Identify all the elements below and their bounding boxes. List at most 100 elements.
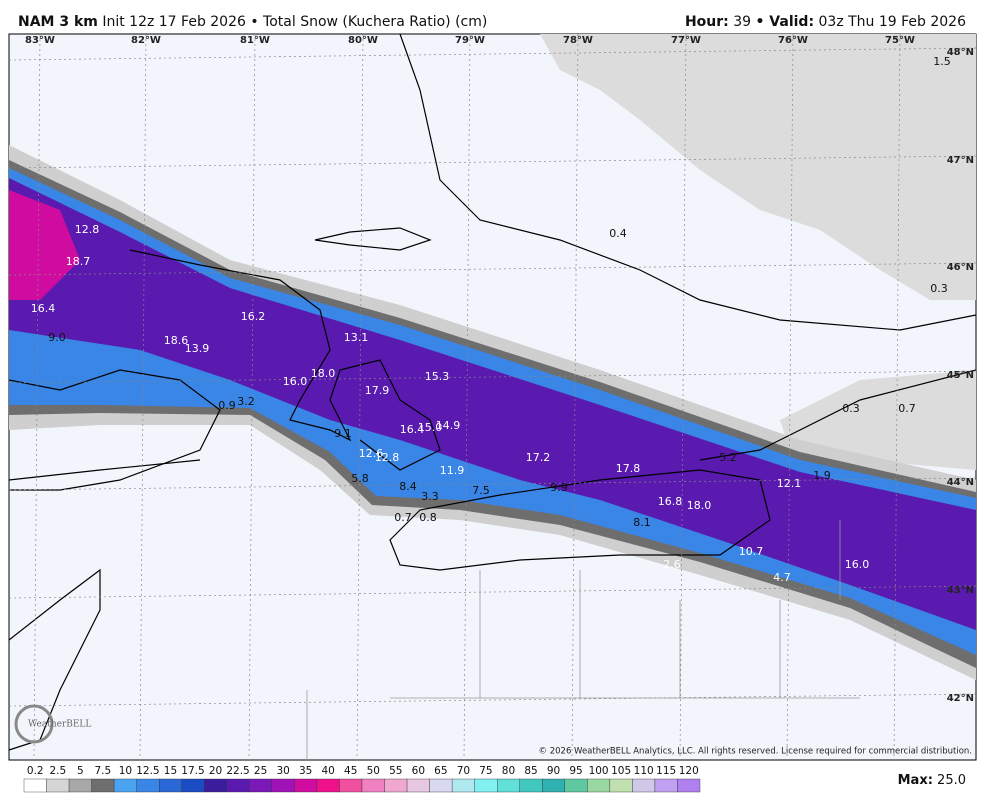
point-value: 0.3 bbox=[842, 402, 860, 415]
meridian bbox=[786, 33, 794, 761]
parallel bbox=[8, 262, 977, 276]
point-value: 8.4 bbox=[399, 480, 417, 493]
meridian bbox=[33, 33, 41, 761]
point-value: 8.1 bbox=[633, 516, 651, 529]
copyright: © 2026 WeatherBELL Analytics, LLC. All r… bbox=[539, 747, 972, 757]
colorbar-swatch bbox=[339, 778, 363, 793]
point-value: 12.8 bbox=[75, 223, 100, 236]
point-value: 9.0 bbox=[48, 331, 66, 344]
point-value: 14.9 bbox=[436, 419, 461, 432]
latitude-label: 48°N bbox=[947, 47, 974, 58]
colorbar-tick-label: 90 bbox=[547, 765, 560, 777]
hour: 39 bbox=[733, 14, 751, 30]
point-value: 9.1 bbox=[334, 427, 352, 440]
point-value: 17.2 bbox=[526, 451, 551, 464]
point-value: 15.0 bbox=[418, 421, 443, 434]
colorbar-swatch bbox=[654, 778, 678, 793]
header-valid: Hour: 39 • Valid: 03z Thu 19 Feb 2026 bbox=[685, 14, 966, 30]
point-value: 17.8 bbox=[616, 462, 641, 475]
valid-label: • Valid: bbox=[755, 14, 814, 30]
point-value: 15.3 bbox=[425, 370, 450, 383]
max-label: Max: 25.0 bbox=[898, 773, 966, 788]
colorbar-swatch bbox=[677, 778, 701, 793]
colorbar-swatch bbox=[451, 778, 475, 793]
colorbar-tick-label: 25 bbox=[254, 765, 267, 777]
latitude-label: 46°N bbox=[947, 262, 974, 273]
meridian bbox=[893, 33, 901, 761]
point-value: 16.0 bbox=[283, 375, 308, 388]
point-value: 16.4 bbox=[400, 423, 425, 436]
valid-time: 03z Thu 19 Feb 2026 bbox=[819, 14, 967, 30]
point-value: 1.5 bbox=[933, 55, 951, 68]
colorbar-swatch bbox=[587, 778, 611, 793]
point-value: 16.2 bbox=[241, 310, 266, 323]
colorbar-tick-label: 60 bbox=[412, 765, 425, 777]
point-value: 2.6 bbox=[663, 558, 681, 571]
colorbar-swatch bbox=[136, 778, 160, 793]
extreme-snow-area bbox=[9, 190, 80, 300]
colorbar-tick-label: 110 bbox=[634, 765, 654, 777]
colorbar-tick-label: 120 bbox=[679, 765, 699, 777]
point-value: 9.9 bbox=[550, 481, 568, 494]
colorbar-swatch bbox=[271, 778, 295, 793]
county-lines bbox=[306, 520, 860, 760]
border bbox=[8, 459, 201, 481]
graticule bbox=[8, 33, 977, 761]
colorbar-swatch bbox=[23, 778, 47, 793]
logo: WeatherBELL bbox=[14, 704, 91, 744]
st-lawrence bbox=[699, 369, 977, 461]
point-value: 0.7 bbox=[898, 402, 916, 415]
lake-huron-west-shore bbox=[8, 369, 221, 491]
point-value: 18.0 bbox=[311, 367, 336, 380]
logo-mark bbox=[14, 704, 54, 744]
colorbar-swatch bbox=[91, 778, 115, 793]
colorbar-tick-label: 50 bbox=[367, 765, 380, 777]
point-value: 17.9 bbox=[365, 384, 390, 397]
parallel bbox=[8, 370, 977, 384]
colorbar-swatch bbox=[564, 778, 588, 793]
point-value: 18.7 bbox=[66, 255, 91, 268]
point-value: 16.0 bbox=[845, 558, 870, 571]
colorbar-swatch bbox=[361, 778, 385, 793]
colorbar: 0.2 2.5 5 7.5 10 12.5 15 17.5 20 22.5 25 30 35 40 45 50… bbox=[23, 765, 701, 793]
meridian bbox=[248, 33, 256, 761]
point-value: 0.3 bbox=[930, 282, 948, 295]
point-value: 5.8 bbox=[351, 472, 369, 485]
colorbar-swatch bbox=[384, 778, 408, 793]
max-key: Max: bbox=[898, 773, 933, 788]
coastlines bbox=[8, 33, 977, 751]
colorbar-swatch bbox=[249, 778, 273, 793]
light-snow-area bbox=[540, 34, 976, 300]
run-title: Init 12z 17 Feb 2026 • Total Snow (Kuche… bbox=[102, 14, 487, 30]
colorbar-tick-label: 17.5 bbox=[181, 765, 204, 777]
colorbar-swatch bbox=[406, 778, 430, 793]
point-value: 0.4 bbox=[609, 227, 627, 240]
colorbar-tick-label: 0.2 bbox=[27, 765, 44, 777]
max-value: 25.0 bbox=[937, 773, 966, 788]
point-value: 16.4 bbox=[31, 302, 56, 315]
parallel bbox=[8, 155, 977, 169]
colorbar-swatch bbox=[181, 778, 205, 793]
colorbar-swatch bbox=[316, 778, 340, 793]
light-snow-area bbox=[780, 370, 976, 470]
colorbar-swatch bbox=[46, 778, 70, 793]
latitude-label: 47°N bbox=[947, 155, 974, 166]
longitude-label: 83°W bbox=[25, 35, 55, 46]
point-value: 5.2 bbox=[719, 451, 737, 464]
colorbar-tick-label: 2.5 bbox=[49, 765, 66, 777]
model-name: NAM 3 km bbox=[18, 14, 98, 30]
colorbar-tick-label: 5 bbox=[77, 765, 84, 777]
colorbar-tick-label: 30 bbox=[276, 765, 289, 777]
colorbar-tick-label: 65 bbox=[434, 765, 447, 777]
colorbar-tick-label: 100 bbox=[589, 765, 609, 777]
latitude-label: 43°N bbox=[947, 585, 974, 596]
colorbar-tick-label: 80 bbox=[502, 765, 515, 777]
point-value: 3.3 bbox=[421, 490, 439, 503]
colorbar-swatch bbox=[226, 778, 250, 793]
point-value: 0.9 bbox=[218, 399, 236, 412]
parallel bbox=[8, 47, 977, 61]
meridian bbox=[571, 33, 579, 761]
longitude-label: 78°W bbox=[563, 35, 593, 46]
colorbar-tick-label: 85 bbox=[524, 765, 537, 777]
